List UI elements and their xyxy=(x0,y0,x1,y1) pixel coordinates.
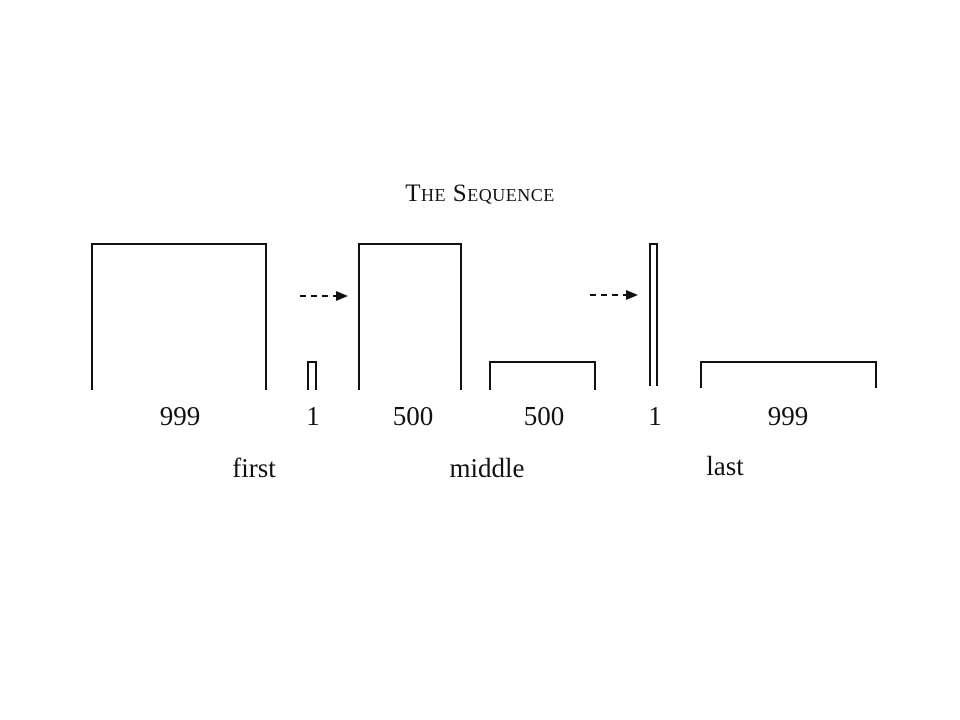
bar-middle-500-right xyxy=(489,361,596,390)
bar-middle-500-left xyxy=(358,243,462,390)
bar-last-1 xyxy=(649,243,658,386)
number-label: 1 xyxy=(306,401,320,431)
bar-last-999 xyxy=(700,361,877,388)
number-label: 500 xyxy=(524,401,565,431)
bar-first-999 xyxy=(91,243,267,390)
stage-label-middle: middle xyxy=(450,453,525,483)
stage-label-first: first xyxy=(232,453,276,483)
diagram-title: The Sequence xyxy=(405,180,555,207)
arrowhead-2 xyxy=(626,290,638,300)
stage-label-last: last xyxy=(706,451,744,481)
number-label: 999 xyxy=(160,401,201,431)
number-label: 999 xyxy=(768,401,809,431)
arrowhead-1 xyxy=(336,291,348,301)
bar-first-1 xyxy=(307,361,317,390)
number-label: 500 xyxy=(393,401,434,431)
number-label: 1 xyxy=(648,401,662,431)
